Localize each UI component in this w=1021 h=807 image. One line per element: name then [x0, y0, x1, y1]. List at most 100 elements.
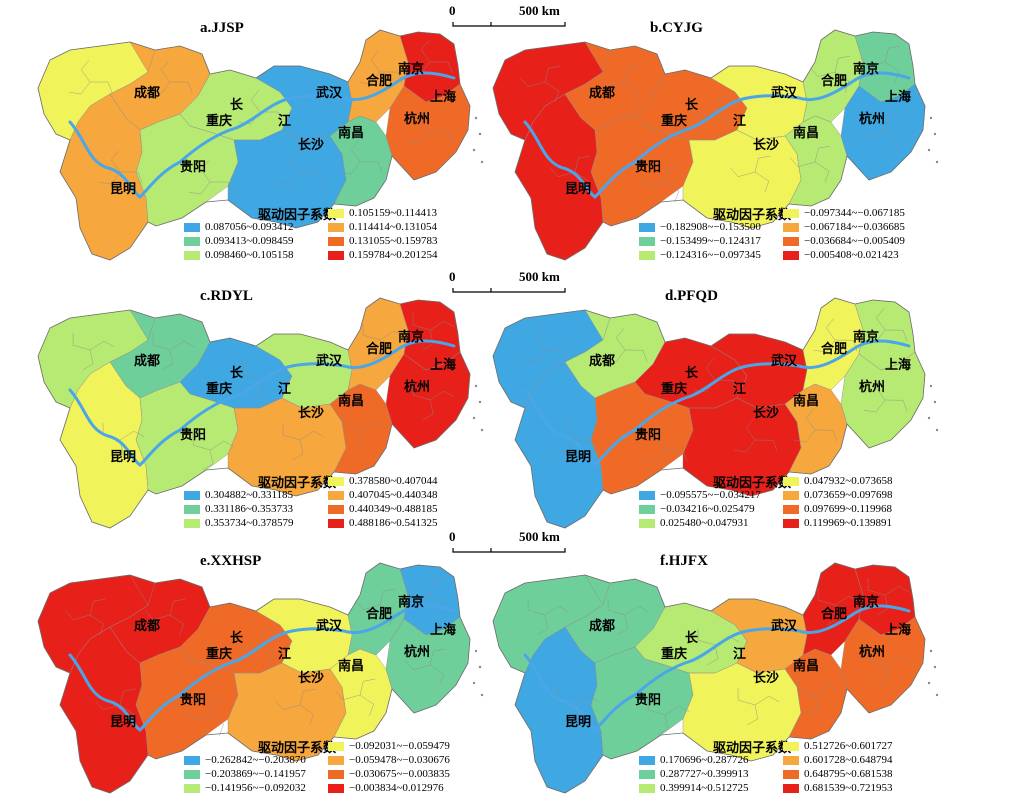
legend-range: 0.087056~0.093412: [205, 221, 294, 233]
legend-item: −0.203869~−0.141957: [184, 767, 306, 781]
scale-distance-label: 500 km: [519, 269, 560, 284]
scale-bar: 0 500 km: [445, 3, 605, 28]
scale-distance-label: 500 km: [519, 529, 560, 544]
city-label-chongqing: 重庆: [206, 382, 233, 397]
legend-range: −0.005408~0.021423: [804, 249, 899, 261]
map-panel-4: d.PFQD 成都 重庆 昆明 贵阳 武汉 长沙 南昌 合肥 南京 上海 杭州长江驱动因子系数 −0.0…: [485, 288, 965, 542]
legend-range: 0.648795~0.681538: [804, 768, 893, 780]
zone-zhejiang: [841, 84, 925, 180]
city-label-hangzhou: 杭州: [404, 112, 431, 127]
city-label-jiang: 江: [733, 382, 747, 397]
legend-swatch: [783, 755, 799, 765]
zone-jiangsu: [400, 565, 460, 635]
zone-hubei: [711, 599, 807, 673]
zone-west: [38, 42, 155, 140]
legend-title: 驱动因子系数: [713, 208, 792, 223]
legend-swatch: [639, 504, 655, 514]
zone-guiyang: [136, 647, 238, 759]
city-label-hangzhou: 杭州: [859, 380, 886, 395]
legend-range: −0.095575~−0.034217: [660, 489, 761, 501]
zone-chongqing: [635, 338, 747, 408]
yangtze-river: [523, 339, 911, 467]
panel-title: e.XXHSP: [200, 553, 262, 569]
legend-item: 0.399914~0.512725: [639, 781, 748, 795]
zone-guiyang: [591, 114, 693, 226]
legend-range: −0.182908~−0.153500: [660, 221, 761, 233]
legend-swatch: [184, 518, 200, 528]
zone-sw: [60, 362, 148, 528]
zone-jiangsu: [855, 300, 915, 370]
zone-chongqing: [635, 70, 747, 140]
scale-zero-label: 0: [449, 529, 456, 544]
city-label-hefei: 合肥: [366, 607, 393, 622]
panel-title: c.RDYL: [200, 288, 253, 304]
island-dot: [480, 428, 484, 432]
legend-swatch: [184, 783, 200, 793]
legend-item: 0.025480~0.047931: [639, 516, 748, 530]
legend-item: 0.407045~0.440348: [328, 488, 437, 502]
panel-title: f.HJFX: [660, 553, 708, 569]
legend-range: −0.153499~−0.124317: [660, 235, 761, 247]
city-label-chang: 长: [685, 98, 699, 113]
city-label-chongqing: 重庆: [661, 114, 688, 129]
zone-jiangsu: [400, 300, 460, 370]
legend-item: 0.073659~0.097698: [783, 488, 892, 502]
legend-item: −0.005408~0.021423: [783, 248, 899, 262]
city-label-changsha: 长沙: [298, 138, 325, 153]
legend-range: −0.262842~−0.203870: [205, 754, 306, 766]
island-dot: [478, 400, 482, 404]
legend-item: 0.440349~0.488185: [328, 502, 437, 516]
zone-hubei: [711, 66, 807, 140]
city-label-jiang: 江: [278, 382, 292, 397]
legend-item: −0.262842~−0.203870: [184, 753, 306, 767]
region-map: [37, 29, 484, 261]
legend-range: 0.131055~0.159783: [349, 235, 438, 247]
panel-title: a.JJSP: [200, 20, 244, 36]
legend-item: 0.170696~0.287726: [639, 753, 748, 767]
legend-range: 0.353734~0.378579: [205, 517, 294, 529]
city-label-nanchang: 南昌: [338, 394, 365, 409]
legend-range: −0.124316~−0.097345: [660, 249, 761, 261]
island-dot: [929, 116, 933, 120]
city-label-chengdu: 成都: [134, 619, 161, 634]
city-label-chongqing: 重庆: [661, 382, 688, 397]
legend-item: 0.681539~0.721953: [783, 781, 892, 795]
zone-hunan: [228, 663, 346, 761]
legend-swatch: [184, 250, 200, 260]
zone-hubei: [256, 66, 352, 140]
legend-item: 0.114414~0.131054: [328, 220, 437, 234]
scale-zero-label: 0: [449, 3, 456, 18]
region-map: [492, 297, 939, 529]
zone-sw: [515, 362, 603, 528]
island-dot: [929, 384, 933, 388]
region-map: [37, 297, 484, 529]
zone-west: [38, 310, 155, 408]
legend-range: −0.097344~−0.067185: [804, 207, 905, 219]
panel-title: d.PFQD: [665, 288, 718, 304]
legend-item: −0.141956~−0.092032: [184, 781, 306, 795]
legend-swatch: [328, 490, 344, 500]
zone-zhejiang: [841, 617, 925, 713]
legend-item: −0.124316~−0.097345: [639, 248, 761, 262]
legend-range: 0.159784~0.201254: [349, 249, 438, 261]
legend-item: 0.512726~0.601727: [783, 739, 892, 753]
map-panel-3: c.RDYL 成都 重庆 昆明 贵阳 武汉 长沙 南昌 合肥 南京 上海 杭州 长江驱动因子系数 0.30…: [30, 288, 510, 542]
legend-swatch: [783, 208, 799, 218]
island-dot: [472, 148, 476, 152]
basin-outline: [492, 29, 926, 261]
legend-swatch: [639, 236, 655, 246]
legend-item: −0.182908~−0.153500: [639, 220, 761, 234]
city-label-changsha: 长沙: [298, 671, 325, 686]
city-label-hefei: 合肥: [821, 74, 848, 89]
city-label-jiang: 江: [733, 647, 747, 662]
legend-item: −0.097344~−0.067185: [783, 206, 905, 220]
island-dot: [480, 160, 484, 164]
city-label-nanjing: 南京: [853, 595, 880, 610]
zone-chongqing: [180, 70, 292, 140]
legend-swatch: [328, 222, 344, 232]
yangtze-river: [68, 339, 456, 467]
legend-item: 0.098460~0.105158: [184, 248, 293, 262]
legend-range: 0.601728~0.648794: [804, 754, 893, 766]
yangtze-river: [68, 71, 456, 199]
legend-range: 0.119969~0.139891: [804, 517, 893, 529]
